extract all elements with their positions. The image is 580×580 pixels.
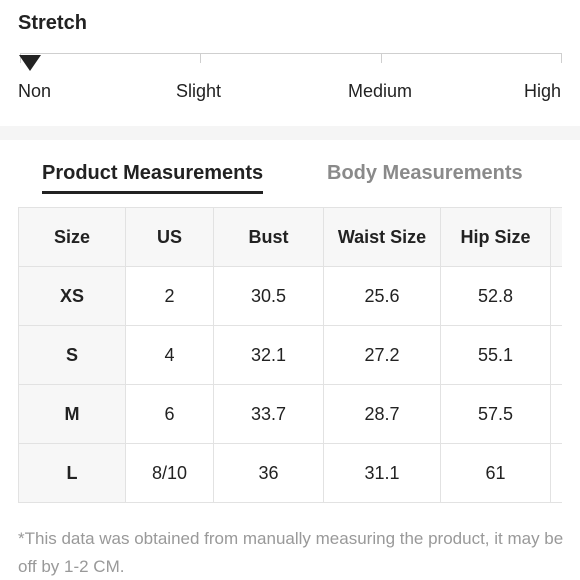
cell-bust: 36 bbox=[213, 443, 324, 503]
stretch-tick-medium bbox=[381, 53, 382, 63]
table-row: XS 2 30.5 25.6 52.8 bbox=[18, 266, 562, 326]
header-us: US bbox=[125, 207, 214, 267]
cell-hip: 61 bbox=[440, 443, 551, 503]
stretch-level-high: High bbox=[524, 81, 562, 101]
tab-product-measurements[interactable]: Product Measurements bbox=[42, 162, 264, 194]
cell-overflow bbox=[550, 443, 562, 503]
cell-us: 4 bbox=[125, 325, 214, 385]
cell-overflow bbox=[550, 325, 562, 385]
header-hip-size: Hip Size bbox=[440, 207, 551, 267]
section-divider bbox=[0, 126, 580, 140]
stretch-section: Stretch Non Slight Medium High bbox=[0, 0, 580, 126]
cell-size: L bbox=[18, 443, 126, 503]
cell-waist: 27.2 bbox=[323, 325, 441, 385]
cell-hip: 55.1 bbox=[440, 325, 551, 385]
cell-hip: 52.8 bbox=[440, 266, 551, 326]
cell-overflow bbox=[550, 384, 562, 444]
table-row: M 6 33.7 28.7 57.5 bbox=[18, 384, 562, 444]
size-table: Size US Bust Waist Size Hip Size XS 2 30… bbox=[18, 207, 562, 503]
cell-us: 2 bbox=[125, 266, 214, 326]
table-row: S 4 32.1 27.2 55.1 bbox=[18, 325, 562, 385]
table-header-row: Size US Bust Waist Size Hip Size bbox=[18, 207, 562, 267]
stretch-title: Stretch bbox=[18, 12, 87, 34]
header-overflow bbox=[550, 207, 562, 267]
header-bust: Bust bbox=[213, 207, 324, 267]
header-size: Size bbox=[18, 207, 126, 267]
cell-size: XS bbox=[18, 266, 126, 326]
cell-waist: 25.6 bbox=[323, 266, 441, 326]
cell-bust: 33.7 bbox=[213, 384, 324, 444]
cell-bust: 30.5 bbox=[213, 266, 324, 326]
stretch-level-slight: Slight bbox=[176, 81, 222, 101]
cell-waist: 28.7 bbox=[323, 384, 441, 444]
stretch-tick-slight bbox=[200, 53, 201, 63]
cell-hip: 57.5 bbox=[440, 384, 551, 444]
cell-us: 6 bbox=[125, 384, 214, 444]
cell-waist: 31.1 bbox=[323, 443, 441, 503]
stretch-marker-triangle-icon bbox=[19, 55, 41, 71]
measurement-footnote: *This data was obtained from manually me… bbox=[18, 529, 564, 576]
tab-body-measurements[interactable]: Body Measurements bbox=[327, 162, 523, 184]
cell-bust: 32.1 bbox=[213, 325, 324, 385]
cell-us: 8/10 bbox=[125, 443, 214, 503]
stretch-level-medium: Medium bbox=[348, 81, 413, 101]
header-waist-size: Waist Size bbox=[323, 207, 441, 267]
table-row: L 8/10 36 31.1 61 bbox=[18, 443, 562, 503]
cell-overflow bbox=[550, 266, 562, 326]
size-table-container[interactable]: Size US Bust Waist Size Hip Size XS 2 30… bbox=[18, 207, 562, 505]
cell-size: S bbox=[18, 325, 126, 385]
stretch-tick-high bbox=[561, 53, 562, 63]
stretch-scale-line bbox=[20, 53, 562, 54]
measurement-tabs: Product Measurements Body Measurements bbox=[0, 140, 580, 200]
cell-size: M bbox=[18, 384, 126, 444]
stretch-level-non: Non bbox=[18, 81, 52, 101]
